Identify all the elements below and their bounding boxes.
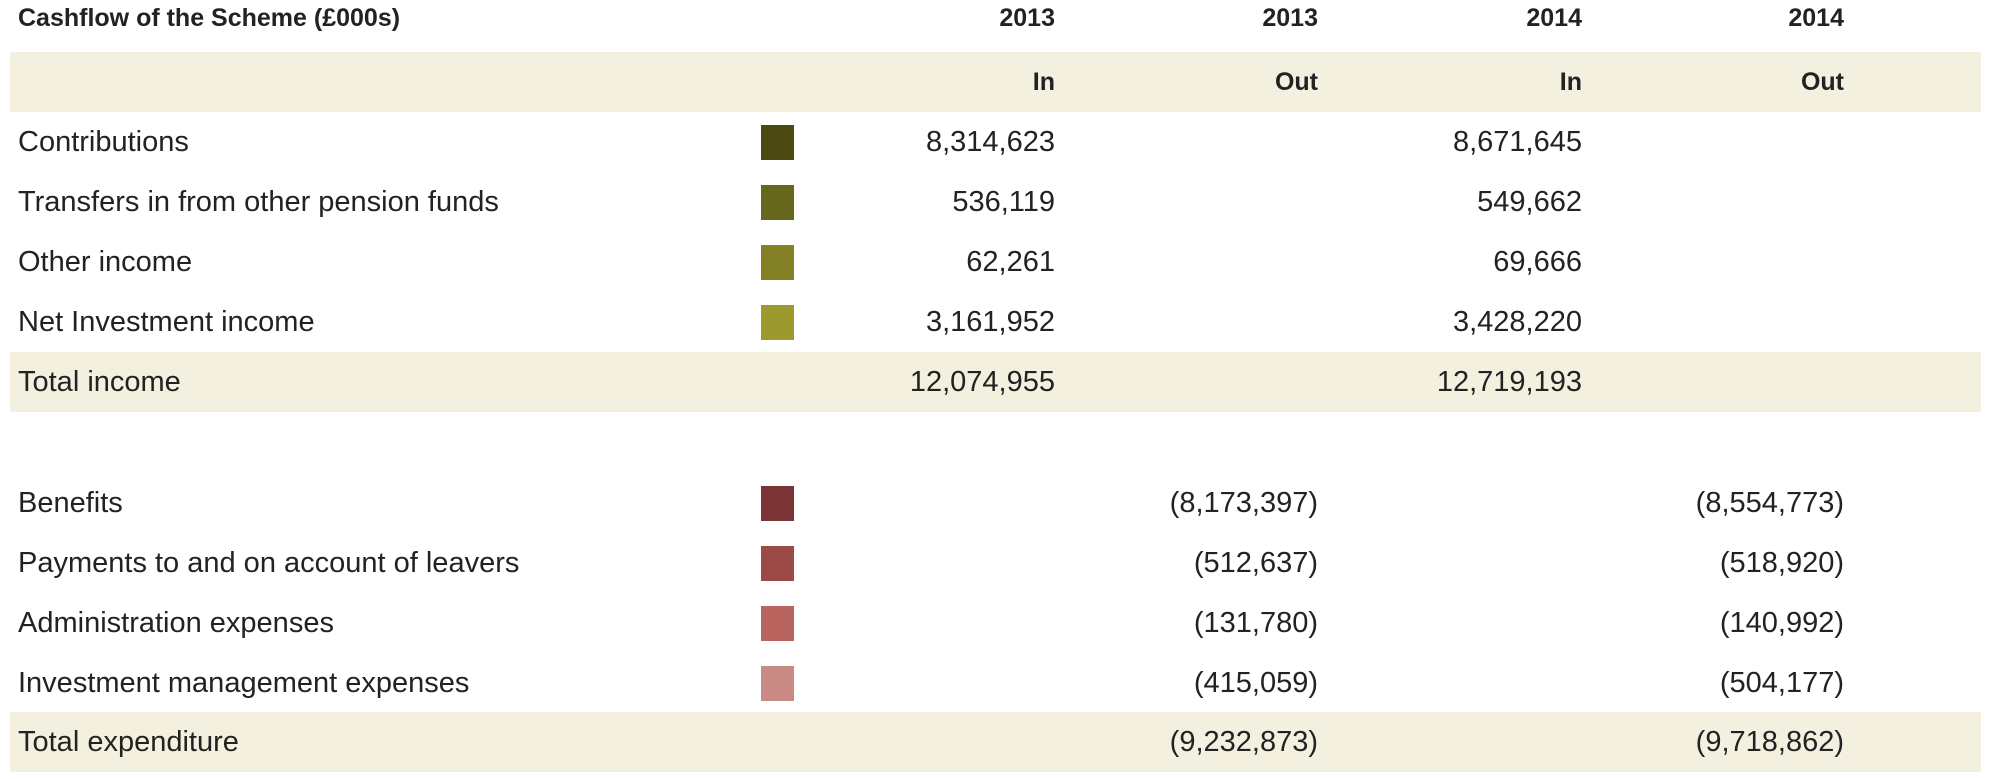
table-title-row: Cashflow of the Scheme (£000s) 2013 2013…	[10, 0, 1981, 48]
row-label: Total expenditure	[18, 726, 239, 758]
table-row: Benefits (8,173,397) (8,554,773)	[10, 473, 1981, 533]
table-row: Contributions 8,314,623 8,671,645	[10, 112, 1981, 172]
value-cell: (140,992)	[1719, 607, 1844, 639]
table-row: Administration expenses (131,780) (140,992…	[10, 593, 1981, 653]
color-swatch	[761, 245, 794, 280]
row-label: Administration expenses	[18, 607, 334, 639]
value-cell: 8,671,645	[1452, 126, 1582, 158]
color-swatch	[761, 666, 794, 701]
value-2013-out: (9,232,873)	[1169, 726, 1318, 758]
subheader-row: In Out In Out	[10, 52, 1981, 112]
table-row: Transfers in from other pension funds 536…	[10, 172, 1981, 232]
table-row: Payments to and on account of leavers (51…	[10, 533, 1981, 593]
color-swatch	[761, 305, 794, 340]
row-label: Benefits	[18, 487, 123, 519]
row-label: Transfers in from other pension funds	[18, 186, 499, 218]
value-cell: 549,662	[1477, 186, 1582, 218]
row-label: Contributions	[18, 126, 189, 158]
total-income-row: Total income 12,074,955 12,719,193	[10, 352, 1981, 412]
value-cell: (518,920)	[1719, 547, 1844, 579]
year-header: 2014	[1526, 4, 1582, 32]
row-label: Payments to and on account of leavers	[18, 547, 520, 579]
color-swatch	[761, 546, 794, 581]
row-label: Total income	[18, 366, 181, 398]
table-title: Cashflow of the Scheme (£000s)	[18, 4, 401, 32]
value-cell: (131,780)	[1193, 607, 1318, 639]
color-swatch	[761, 606, 794, 641]
table-row: Other income 62,261 69,666	[10, 232, 1981, 292]
value-cell: (415,059)	[1193, 667, 1318, 699]
subheader-out: Out	[1800, 68, 1844, 96]
year-header: 2013	[1262, 4, 1318, 32]
value-cell: 3,428,220	[1452, 306, 1582, 338]
table-row: Net Investment income 3,161,952 3,428,220	[10, 292, 1981, 352]
row-label: Net Investment income	[18, 306, 315, 338]
color-swatch	[761, 125, 794, 160]
total-expenditure-row: Total expenditure (9,232,873) (9,718,862…	[10, 712, 1981, 772]
subheader-out: Out	[1274, 68, 1318, 96]
color-swatch	[761, 486, 794, 521]
value-cell: 536,119	[952, 186, 1055, 218]
row-label: Other income	[18, 246, 193, 278]
value-cell: 69,666	[1493, 246, 1582, 278]
year-header: 2013	[999, 4, 1055, 32]
value-cell: (8,554,773)	[1695, 487, 1844, 519]
value-cell: 8,314,623	[925, 126, 1055, 158]
color-swatch	[761, 185, 794, 220]
value-2013-in: 12,074,955	[909, 366, 1055, 398]
table-row: Investment management expenses (415,059) (…	[10, 653, 1981, 713]
value-2014-in: 12,719,193	[1436, 366, 1582, 398]
value-cell: 3,161,952	[925, 306, 1055, 338]
subheader-in: In	[1559, 68, 1582, 96]
value-cell: (512,637)	[1193, 547, 1318, 579]
subheader-in: In	[1032, 68, 1055, 96]
year-header: 2014	[1788, 4, 1844, 32]
value-cell: 62,261	[966, 246, 1055, 278]
value-cell: (504,177)	[1719, 667, 1844, 699]
value-2014-out: (9,718,862)	[1695, 726, 1844, 758]
value-cell: (8,173,397)	[1169, 487, 1318, 519]
row-label: Investment management expenses	[18, 667, 470, 699]
